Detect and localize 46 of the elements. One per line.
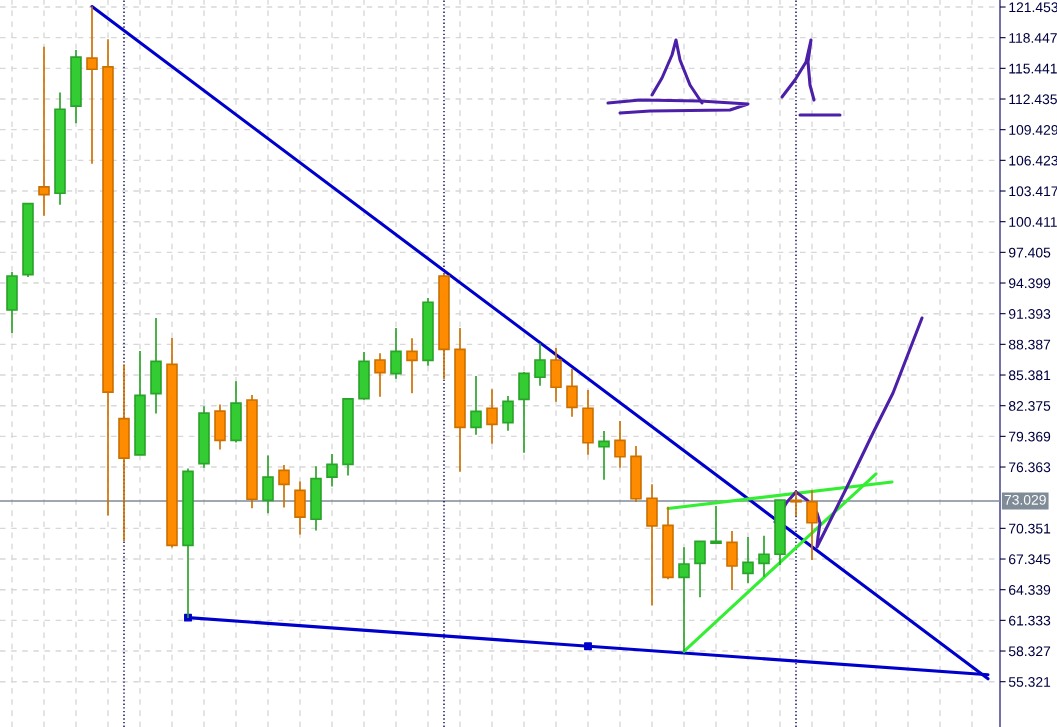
y-tick-label: 115.441 <box>1009 63 1057 74</box>
candlestick <box>678 546 690 653</box>
candlestick <box>710 505 722 544</box>
y-tick-label: 58.327 <box>1008 646 1051 657</box>
ref-line-label: 73.029 <box>1004 494 1046 505</box>
y-tick-label: 97.405 <box>1008 247 1051 258</box>
candlestick <box>406 337 418 395</box>
candlestick <box>694 540 706 599</box>
y-tick-label: 94.399 <box>1008 278 1051 289</box>
y-tick-label: 76.363 <box>1009 462 1051 473</box>
candlestick <box>614 420 626 469</box>
y-tick-label: 112.435 <box>1009 94 1057 105</box>
candlestick <box>262 454 274 514</box>
y-tick-label: 103.417 <box>1009 186 1057 197</box>
y-tick-label: 109.429 <box>1009 125 1057 135</box>
y-tick-label: 121.453 <box>1009 2 1057 13</box>
candlestick <box>374 352 386 398</box>
y-tick-label: 64.339 <box>1009 585 1051 595</box>
y-tick-label: 55.321 <box>1008 677 1051 687</box>
candlestick <box>278 464 290 509</box>
candlestick <box>806 489 818 561</box>
candlestick <box>566 367 578 418</box>
y-tick-label: 70.351 <box>1009 523 1051 534</box>
candlestick <box>726 530 738 591</box>
candlestick <box>598 430 610 481</box>
candlestick <box>86 5 98 165</box>
candlestick <box>486 388 498 445</box>
candlestick <box>502 395 514 432</box>
candlestick <box>470 375 482 436</box>
candlestick <box>38 45 50 217</box>
y-tick-label: 88.387 <box>1008 339 1051 350</box>
y-tick-label: 106.423 <box>1009 155 1057 166</box>
candlestick <box>390 327 402 380</box>
y-tick-label: 118.447 <box>1009 33 1057 43</box>
y-tick-label: 79.369 <box>1009 431 1051 442</box>
y-tick-label: 91.393 <box>1008 309 1051 319</box>
y-tick-label: 100.411 <box>1009 217 1057 227</box>
candlestick <box>742 536 754 585</box>
candlestick <box>326 453 338 488</box>
y-tick-label: 82.375 <box>1008 401 1051 411</box>
y-tick-label: 61.333 <box>1009 615 1051 626</box>
y-tick-label: 67.345 <box>1009 554 1051 565</box>
y-tick-label: 85.381 <box>1008 370 1051 381</box>
candlestick <box>790 490 802 517</box>
candlestick <box>758 534 770 578</box>
candlestick <box>534 342 546 387</box>
